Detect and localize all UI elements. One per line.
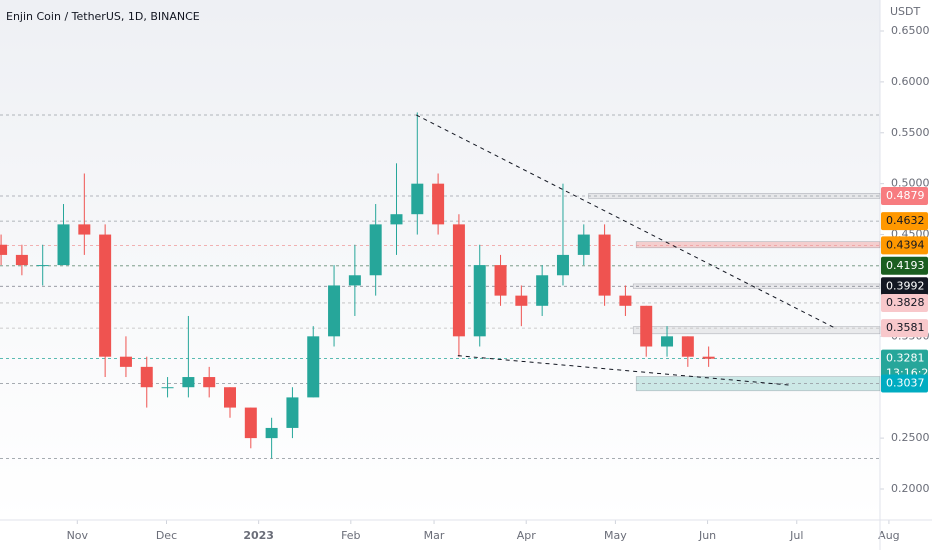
candle-body: [390, 214, 403, 225]
candle-body: [161, 387, 174, 389]
y-tick-label: 0.2000: [891, 482, 930, 495]
price-label: 0.3992: [886, 279, 925, 292]
candle-body: [224, 387, 236, 408]
price-label-box: [881, 256, 928, 275]
price-label-box: [881, 319, 928, 338]
candle-body: [140, 366, 153, 388]
candle-body: [640, 305, 653, 347]
candle-body: [328, 285, 341, 337]
x-tick-label: Nov: [67, 529, 89, 542]
y-tick-label: 0.5000: [891, 177, 930, 190]
currency: USDT: [890, 5, 921, 18]
x-tick-label: Aug: [878, 529, 899, 542]
y-tick-label: 0.6500: [891, 24, 930, 37]
x-tick-label: Dec: [156, 529, 177, 542]
candle-body: [598, 234, 611, 296]
candle-body: [57, 224, 70, 266]
x-tick-label: May: [604, 529, 627, 542]
price-label: 0.4879: [886, 189, 925, 202]
candle-body: [452, 224, 465, 337]
x-tick-label: Jul: [789, 529, 803, 542]
candle-body: [702, 356, 715, 359]
price-label-box: [881, 374, 928, 393]
candle-body: [369, 224, 382, 276]
candle-body: [411, 183, 424, 215]
price-label: 0.3281: [886, 352, 925, 365]
price-label-box: [881, 236, 928, 255]
chart-title: Enjin Coin / TetherUS, 1D, BINANCE: [6, 10, 200, 23]
candle-body: [661, 336, 674, 347]
candle-body: [99, 234, 112, 357]
price-label-box: [881, 212, 928, 231]
price-label: 0.3828: [886, 296, 925, 309]
candle-body: [556, 254, 569, 276]
x-tick-label: 2023: [243, 529, 274, 542]
candle-body: [577, 234, 590, 255]
candle-body: [0, 244, 8, 255]
candle-body: [619, 295, 632, 306]
y-tick-label: 0.6000: [891, 75, 930, 88]
plot-background: [0, 0, 880, 520]
candle-body: [348, 275, 361, 286]
candle-body: [286, 397, 299, 428]
candle-body: [182, 377, 195, 388]
price-label-box: [881, 277, 928, 296]
price-label-box: [881, 186, 928, 205]
zone: [632, 326, 881, 335]
candle-body: [473, 265, 486, 337]
candle-body: [536, 275, 549, 306]
candle-body: [494, 265, 507, 296]
candle-body: [515, 295, 528, 306]
candle-body: [307, 336, 320, 398]
candle-body: [78, 224, 91, 235]
price-label: 0.4632: [886, 214, 925, 227]
price-label: 0.4193: [886, 259, 925, 272]
candle-body: [119, 356, 132, 367]
trendline: [415, 114, 836, 329]
price-label: 0.3037: [886, 376, 925, 389]
candle-body: [432, 183, 445, 225]
candle-body: [244, 407, 257, 439]
x-tick-label: Apr: [517, 529, 537, 542]
candle-body: [203, 377, 216, 388]
y-tick-label: 0.5500: [891, 126, 930, 139]
price-label: 0.3581: [886, 321, 925, 334]
x-tick-label: Feb: [341, 529, 360, 542]
x-tick-label: Mar: [424, 529, 445, 542]
x-tick-label: Jun: [698, 529, 716, 542]
y-tick-label: 0.2500: [891, 431, 930, 444]
price-label-box: [881, 293, 928, 312]
candle-body: [15, 254, 28, 266]
price-label: 0.4394: [886, 238, 925, 251]
candle-body: [265, 427, 278, 439]
zone: [635, 241, 881, 249]
candle-body: [36, 265, 49, 267]
candle-body: [681, 336, 694, 357]
